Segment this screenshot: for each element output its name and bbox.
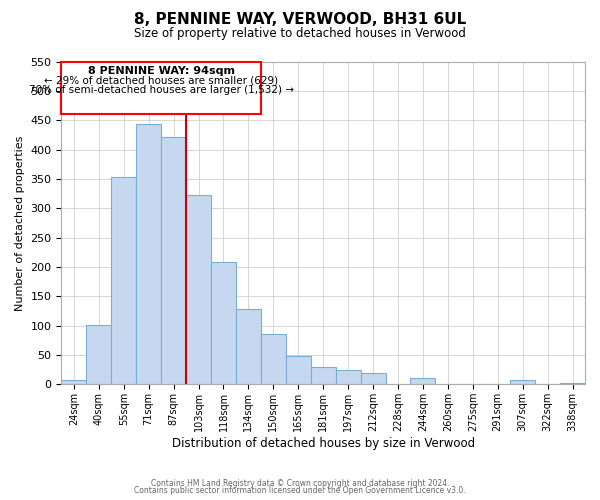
Text: Contains public sector information licensed under the Open Government Licence v3: Contains public sector information licen…	[134, 486, 466, 495]
Bar	[186, 194, 211, 384]
Bar	[286, 356, 311, 384]
Text: 8, PENNINE WAY, VERWOOD, BH31 6UL: 8, PENNINE WAY, VERWOOD, BH31 6UL	[134, 12, 466, 28]
Bar	[510, 380, 535, 384]
Text: Size of property relative to detached houses in Verwood: Size of property relative to detached ho…	[134, 28, 466, 40]
Text: ← 29% of detached houses are smaller (629): ← 29% of detached houses are smaller (62…	[44, 76, 278, 86]
Bar	[211, 262, 236, 384]
Bar	[86, 325, 111, 384]
Bar	[410, 378, 436, 384]
Bar	[61, 380, 86, 384]
Bar	[111, 176, 136, 384]
Bar	[161, 136, 186, 384]
Text: Contains HM Land Registry data © Crown copyright and database right 2024.: Contains HM Land Registry data © Crown c…	[151, 478, 449, 488]
Bar	[311, 368, 335, 384]
Bar	[361, 372, 386, 384]
Bar	[335, 370, 361, 384]
Y-axis label: Number of detached properties: Number of detached properties	[15, 135, 25, 310]
Text: 8 PENNINE WAY: 94sqm: 8 PENNINE WAY: 94sqm	[88, 66, 235, 76]
Bar	[136, 124, 161, 384]
Bar	[261, 334, 286, 384]
Bar	[560, 383, 585, 384]
Bar	[236, 308, 261, 384]
Text: 70% of semi-detached houses are larger (1,532) →: 70% of semi-detached houses are larger (…	[29, 85, 293, 95]
X-axis label: Distribution of detached houses by size in Verwood: Distribution of detached houses by size …	[172, 437, 475, 450]
Bar	[61, 62, 261, 114]
